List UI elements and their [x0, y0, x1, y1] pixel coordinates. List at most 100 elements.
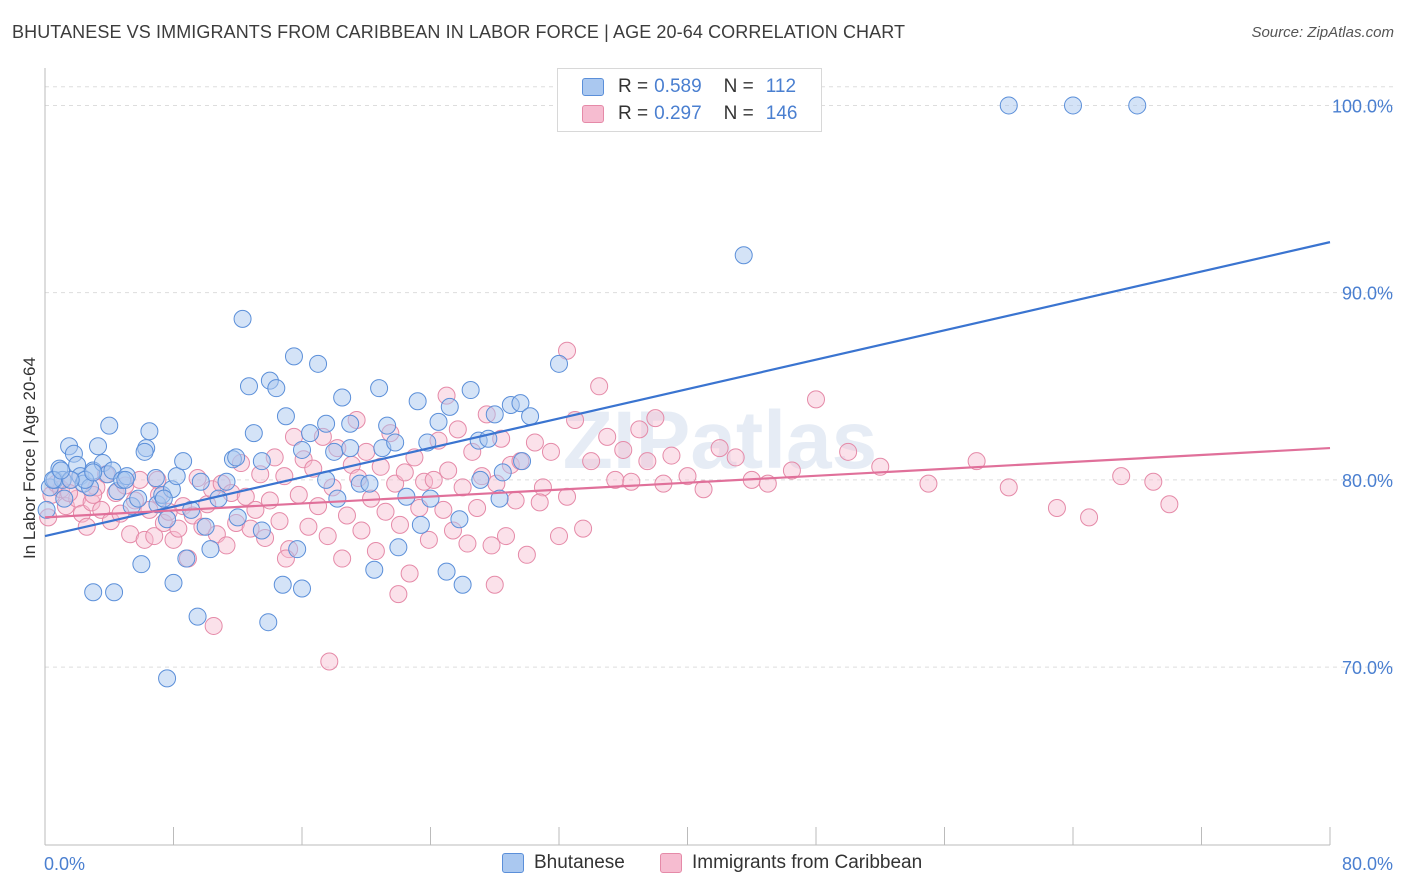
bhutanese-point: [450, 510, 469, 529]
bhutanese-point: [89, 437, 108, 456]
bhutanese-point: [37, 500, 56, 519]
legend-swatch-blue: [582, 78, 604, 96]
bhutanese-point: [389, 538, 408, 557]
caribbean-point: [606, 470, 625, 489]
legend-swatch-pink: [582, 105, 604, 123]
bhutanese-point: [174, 452, 193, 471]
bhutanese-point: [140, 422, 159, 441]
grid-lines: [45, 86, 1395, 668]
caribbean-point: [246, 500, 265, 519]
caribbean-point: [496, 527, 515, 546]
caribbean-point: [598, 427, 617, 446]
caribbean-point: [1112, 467, 1131, 486]
bhutanese-point: [440, 397, 459, 416]
bhutanese-point: [485, 405, 504, 424]
caribbean-point: [439, 461, 458, 480]
caribbean-point: [622, 472, 641, 491]
caribbean-point: [434, 500, 453, 519]
bottom-legend-bhutanese: Bhutanese: [502, 852, 625, 874]
caribbean-point: [389, 585, 408, 604]
legend-n-value: 112: [765, 76, 797, 97]
caribbean-point: [506, 491, 525, 510]
caribbean-point: [333, 549, 352, 568]
bhutanese-point: [252, 452, 271, 471]
caribbean-point: [726, 448, 745, 467]
bhutanese-point: [421, 489, 440, 508]
bhutanese-point: [284, 347, 303, 366]
bhutanese-point: [201, 540, 220, 559]
caribbean-point: [289, 485, 308, 504]
y-axis-label: In Labor Force | Age 20-64: [20, 357, 39, 559]
caribbean-point: [204, 616, 223, 635]
caribbean-point: [1160, 495, 1179, 514]
bhutanese-point: [429, 412, 448, 431]
caribbean-point: [309, 497, 328, 516]
caribbean-point: [1047, 498, 1066, 517]
caribbean-point: [999, 478, 1018, 497]
axes: [44, 68, 1331, 846]
bottom-legend-label: Immigrants from Caribbean: [692, 852, 923, 873]
bhutanese-point: [370, 379, 389, 398]
bhutanese-point: [188, 607, 207, 626]
bhutanese-point: [233, 309, 252, 328]
caribbean-point: [390, 515, 409, 534]
caribbean-point: [590, 377, 609, 396]
caribbean-point: [424, 470, 443, 489]
bhutanese-point: [227, 448, 246, 467]
bhutanese-point: [453, 575, 472, 594]
caribbean-point: [485, 575, 504, 594]
caribbean-point: [574, 519, 593, 538]
bottom-legend-label: Bhutanese: [534, 852, 625, 873]
bhutanese-point: [52, 461, 71, 480]
caribbean-point: [517, 545, 536, 564]
caribbean-point: [541, 442, 560, 461]
bhutanese-point: [164, 573, 183, 592]
chart-title: BHUTANESE VS IMMIGRANTS FROM CARIBBEAN I…: [12, 22, 906, 42]
bhutanese-point: [1064, 96, 1082, 115]
caribbean-point: [320, 652, 339, 671]
legend-n-label: N =: [723, 103, 754, 124]
caribbean-point: [614, 440, 633, 459]
caribbean-point: [270, 512, 289, 531]
caribbean-point: [807, 390, 825, 409]
bhutanese-point: [293, 440, 311, 459]
bhutanese-point: [154, 489, 173, 508]
bhutanese-point: [191, 472, 210, 491]
bhutanese-point: [55, 489, 74, 508]
bhutanese-point: [196, 517, 215, 536]
bhutanese-point: [461, 381, 480, 400]
legend-r-label: R =: [618, 76, 649, 97]
caribbean-point: [525, 433, 544, 452]
caribbean-point: [299, 517, 318, 536]
bhutanese-point: [1128, 96, 1147, 115]
bhutanese-point: [252, 521, 271, 540]
legend-row-bhutanese: R = 0.589 N = 112: [582, 74, 796, 100]
bhutanese-point: [217, 472, 236, 491]
bhutanese-point: [276, 407, 295, 426]
bhutanese-point: [129, 489, 148, 508]
bhutanese-point: [378, 416, 397, 435]
bhutanese-point: [267, 379, 286, 398]
bhutanese-point: [116, 470, 135, 489]
bottom-legend-swatch-blue: [502, 853, 524, 873]
bhutanese-point: [132, 555, 151, 574]
bhutanese-point: [365, 560, 384, 579]
bhutanese-point: [471, 470, 490, 489]
legend-r-value: 0.589: [654, 76, 702, 97]
caribbean-point: [694, 480, 713, 499]
caribbean-point: [458, 534, 477, 553]
y-tick-label: 90.0%: [1342, 284, 1393, 304]
bhutanese-point: [84, 463, 103, 482]
caribbean-point: [678, 467, 697, 486]
caribbean-point: [550, 527, 568, 546]
bhutanese-point: [273, 575, 292, 594]
caribbean-point: [164, 530, 183, 549]
bhutanese-point: [999, 96, 1018, 115]
caribbean-point: [366, 542, 385, 561]
y-tick-label: 80.0%: [1342, 471, 1393, 491]
caribbean-point: [352, 521, 371, 540]
bhutanese-trendline: [44, 241, 1331, 538]
bhutanese-point: [360, 474, 379, 493]
caribbean-point: [558, 341, 577, 360]
